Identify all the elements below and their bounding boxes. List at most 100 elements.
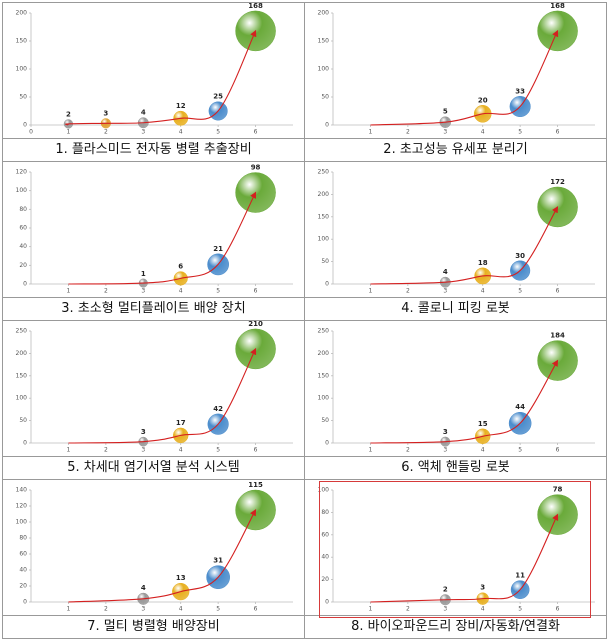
x-tick-label: 2 [406,606,410,613]
trend-line [370,29,559,126]
x-tick-label: 4 [481,606,485,613]
chart-title: 3. 초소형 멀티플레이트 배양 장치 [3,297,304,320]
chart-cell: 0 50 100 150 200 250 1 2 3 4 5 6 3 15 44 184 6. 액체 핸들링 로… [305,321,607,480]
y-tick-label: 200 [318,10,330,17]
x-tick-label: 4 [481,288,485,295]
y-tick-label: 60 [19,225,27,232]
value-label: 4 [141,584,146,592]
x-tick-label: 2 [104,129,108,136]
x-tick-label: 2 [104,288,108,295]
y-tick-label: 150 [318,372,330,379]
chart: 0 50 100 150 200 250 1 2 3 4 5 6 4 18 30 172 [318,169,595,295]
y-tick-label: 40 [321,554,329,561]
y-tick-label: 50 [321,258,329,265]
chart: 0 20 40 60 80 100 120 140 1 2 3 4 5 6 4 13 31 115 [16,481,293,613]
x-tick-label: 1 [369,129,373,136]
x-tick-label: 1 [369,288,373,295]
value-label: 13 [176,574,186,582]
chart-title: 5. 차세대 염기서열 분석 시스템 [3,456,304,479]
y-tick-label: 0 [23,122,27,129]
y-tick-label: 80 [19,206,27,213]
y-tick-label: 140 [16,487,28,494]
value-label: 4 [141,109,146,117]
chart-title: 2. 초고성능 유세포 분리기 [305,138,606,161]
y-tick-label: 200 [318,191,330,198]
y-tick-label: 0 [23,599,27,606]
x-tick-label: 0 [29,129,33,136]
value-label: 3 [103,109,108,117]
chart-cell: 0 50 100 150 200 0 1 2 3 4 5 6 2 3 4 12 25 168 1. 플라스미드 전자… [3,3,305,162]
chart: 0 50 100 150 200 1 2 3 4 5 6 5 20 33 168 [318,3,595,136]
value-label: 31 [213,557,223,565]
chart-cell: 0 20 40 60 80 100 1 2 3 4 5 6 2 3 11 78 8. 바이오파운드리 장비/자동… [305,480,607,639]
y-tick-label: 250 [16,328,28,335]
value-label: 3 [443,428,448,436]
value-label: 1 [141,270,146,278]
trend-line [68,509,257,603]
y-tick-label: 50 [321,417,329,424]
x-tick-label: 4 [179,288,183,295]
y-tick-label: 150 [16,38,28,45]
value-label: 4 [443,268,448,276]
y-tick-label: 20 [321,576,329,583]
value-label: 115 [248,481,263,489]
chart-cell: 0 20 40 60 80 100 120 140 1 2 3 4 5 6 4 13 31 115 7. 멀티 병렬… [3,480,305,639]
chart-title: 1. 플라스미드 전자동 병렬 추출장비 [3,138,304,161]
bubble [537,10,578,52]
trend-line [68,191,257,285]
value-label: 3 [141,428,146,436]
y-tick-label: 100 [318,236,330,243]
y-tick-label: 0 [23,440,27,447]
y-tick-label: 40 [19,243,27,250]
y-tick-label: 100 [16,66,28,73]
y-tick-label: 150 [16,372,28,379]
x-tick-label: 5 [216,447,220,454]
chart: 0 20 40 60 80 100 1 2 3 4 5 6 2 3 11 78 [318,486,595,613]
x-tick-label: 6 [254,129,258,136]
y-tick-label: 150 [318,213,330,220]
x-tick-label: 6 [556,129,560,136]
x-tick-label: 1 [67,606,71,613]
x-tick-label: 6 [556,447,560,454]
x-tick-label: 2 [104,606,108,613]
x-tick-label: 3 [443,129,447,136]
bubble [235,328,276,370]
y-tick-label: 200 [318,350,330,357]
value-label: 98 [251,164,261,172]
y-tick-label: 100 [318,66,330,73]
y-tick-label: 0 [325,122,329,129]
y-tick-label: 150 [318,38,330,45]
x-tick-label: 6 [254,288,258,295]
value-label: 6 [178,263,183,271]
x-tick-label: 3 [443,606,447,613]
x-tick-label: 3 [141,129,145,136]
x-tick-label: 1 [369,606,373,613]
value-label: 3 [480,584,485,592]
value-label: 15 [478,420,488,428]
x-tick-label: 5 [216,129,220,136]
x-tick-label: 3 [141,288,145,295]
x-tick-label: 2 [104,447,108,454]
value-label: 5 [443,108,448,116]
chart-cell: 0 50 100 150 200 250 1 2 3 4 5 6 3 17 42 210 5. 차세대 염기서열… [3,321,305,480]
y-tick-label: 80 [321,509,329,516]
y-tick-label: 60 [19,551,27,558]
x-tick-label: 6 [254,447,258,454]
chart-cell: 0 50 100 150 200 250 1 2 3 4 5 6 4 18 30 172 4. 콜로니 피킹 로… [305,162,607,321]
chart: 0 50 100 150 200 250 1 2 3 4 5 6 3 15 44 184 [318,328,595,454]
chart-cell: 0 20 40 60 80 100 120 1 2 3 4 5 6 1 6 21 98 3. 초소형 멀티플레이트… [3,162,305,321]
y-tick-label: 20 [19,262,27,269]
x-tick-label: 6 [556,288,560,295]
y-tick-label: 20 [19,583,27,590]
x-tick-label: 5 [518,129,522,136]
x-tick-label: 1 [67,288,71,295]
value-label: 30 [515,252,525,260]
x-tick-label: 5 [216,288,220,295]
value-label: 18 [478,259,488,267]
y-tick-label: 120 [16,503,28,510]
y-tick-label: 200 [16,350,28,357]
chart-title: 4. 콜로니 피킹 로봇 [305,297,606,320]
x-tick-label: 1 [67,129,71,136]
y-tick-label: 80 [19,535,27,542]
